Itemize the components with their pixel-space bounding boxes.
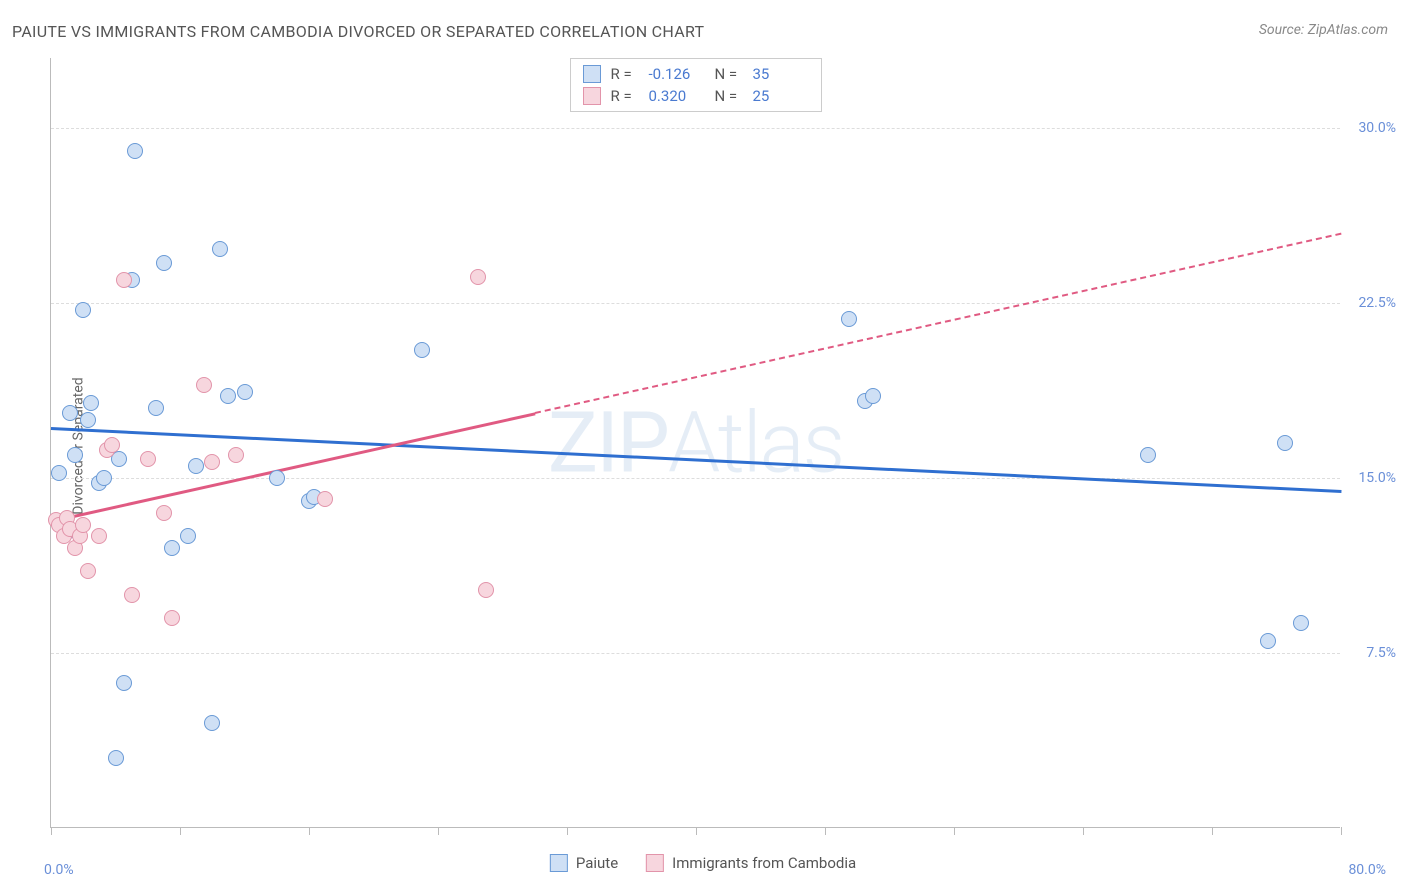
data-point	[91, 528, 107, 544]
source-attribution: Source: ZipAtlas.com	[1259, 22, 1388, 38]
data-point	[237, 384, 253, 400]
n-label: N =	[715, 65, 743, 83]
x-tick	[438, 827, 439, 835]
data-point	[80, 412, 96, 428]
y-tick-label: 7.5%	[1366, 645, 1396, 661]
data-point	[196, 377, 212, 393]
data-point	[156, 255, 172, 271]
data-point	[124, 587, 140, 603]
data-point	[841, 311, 857, 327]
correlation-legend: R = -0.126 N = 35 R = 0.320 N = 25	[570, 58, 822, 112]
gridline	[51, 303, 1340, 304]
trend-line	[51, 412, 535, 522]
data-point	[212, 241, 228, 257]
chart-title: PAIUTE VS IMMIGRANTS FROM CAMBODIA DIVOR…	[12, 22, 704, 41]
data-point	[269, 470, 285, 486]
x-tick	[1341, 827, 1342, 835]
data-point	[478, 582, 494, 598]
data-point	[204, 715, 220, 731]
x-tick	[825, 827, 826, 835]
x-tick	[180, 827, 181, 835]
legend-label: Paiute	[576, 854, 618, 872]
r-label: R =	[611, 87, 639, 105]
y-tick-label: 30.0%	[1358, 120, 1396, 136]
data-point	[414, 342, 430, 358]
data-point	[470, 269, 486, 285]
data-point	[148, 400, 164, 416]
data-point	[67, 447, 83, 463]
data-point	[1260, 633, 1276, 649]
data-point	[51, 465, 67, 481]
r-label: R =	[611, 65, 639, 83]
x-tick	[51, 827, 52, 835]
data-point	[164, 540, 180, 556]
data-point	[180, 528, 196, 544]
r-value: -0.126	[649, 65, 705, 83]
n-label: N =	[715, 87, 743, 105]
data-point	[80, 563, 96, 579]
x-tick	[696, 827, 697, 835]
data-point	[116, 675, 132, 691]
legend-stat-row: R = -0.126 N = 35	[583, 63, 809, 85]
data-point	[865, 388, 881, 404]
data-point	[204, 454, 220, 470]
data-point	[116, 272, 132, 288]
legend-item: Immigrants from Cambodia	[646, 854, 856, 872]
trend-line	[535, 233, 1342, 414]
legend-item: Paiute	[550, 854, 618, 872]
data-point	[1140, 447, 1156, 463]
gridline	[51, 128, 1340, 129]
data-point	[317, 491, 333, 507]
x-tick	[1212, 827, 1213, 835]
x-axis-max-label: 80.0%	[1348, 862, 1386, 878]
legend-stat-row: R = 0.320 N = 25	[583, 85, 809, 107]
data-point	[188, 458, 204, 474]
data-point	[96, 470, 112, 486]
r-value: 0.320	[649, 87, 705, 105]
legend-swatch	[583, 65, 601, 83]
x-tick	[1083, 827, 1084, 835]
legend-swatch	[646, 854, 664, 872]
data-point	[1293, 615, 1309, 631]
data-point	[164, 610, 180, 626]
data-point	[220, 388, 236, 404]
data-point	[140, 451, 156, 467]
data-point	[228, 447, 244, 463]
x-tick	[309, 827, 310, 835]
x-axis-min-label: 0.0%	[44, 862, 74, 878]
data-point	[83, 395, 99, 411]
legend-swatch	[550, 854, 568, 872]
data-point	[104, 437, 120, 453]
data-point	[127, 143, 143, 159]
series-legend: Paiute Immigrants from Cambodia	[550, 854, 856, 872]
data-point	[62, 405, 78, 421]
x-tick	[567, 827, 568, 835]
y-tick-label: 15.0%	[1358, 470, 1396, 486]
plot-area: ZIPAtlas R =-0.126N =35R =0.320N =25 7.5…	[50, 58, 1340, 828]
y-tick-label: 22.5%	[1358, 295, 1396, 311]
legend-label: Immigrants from Cambodia	[672, 854, 856, 872]
n-value: 25	[753, 87, 809, 105]
x-tick	[954, 827, 955, 835]
data-point	[156, 505, 172, 521]
data-point	[1277, 435, 1293, 451]
n-value: 35	[753, 65, 809, 83]
data-point	[75, 302, 91, 318]
data-point	[75, 517, 91, 533]
data-point	[108, 750, 124, 766]
gridline	[51, 653, 1340, 654]
legend-swatch	[583, 87, 601, 105]
